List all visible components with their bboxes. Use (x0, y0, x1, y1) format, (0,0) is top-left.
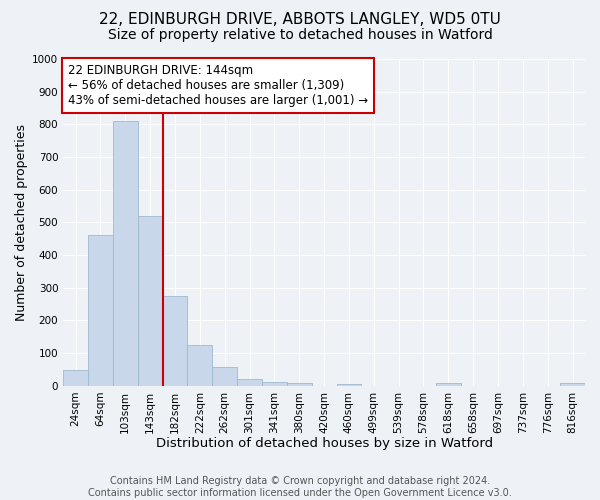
Bar (63, 370, 88, 386)
Bar (287, 382, 311, 386)
X-axis label: Distribution of detached houses by size in Watford: Distribution of detached houses by size … (155, 437, 493, 450)
Bar (237, 378, 262, 386)
Text: Contains HM Land Registry data © Crown copyright and database right 2024.
Contai: Contains HM Land Registry data © Crown c… (88, 476, 512, 498)
Bar (113, 121, 138, 386)
Bar (337, 384, 361, 386)
Bar (88, 236, 113, 386)
Text: 22, EDINBURGH DRIVE, ABBOTS LANGLEY, WD5 0TU: 22, EDINBURGH DRIVE, ABBOTS LANGLEY, WD5… (99, 12, 501, 28)
Bar (560, 382, 585, 386)
Bar (212, 367, 237, 386)
Text: Size of property relative to detached houses in Watford: Size of property relative to detached ho… (107, 28, 493, 42)
Bar (262, 382, 287, 386)
Y-axis label: Number of detached properties: Number of detached properties (15, 124, 28, 321)
Bar (187, 345, 212, 386)
Bar (436, 382, 461, 386)
Text: 22 EDINBURGH DRIVE: 144sqm
← 56% of detached houses are smaller (1,309)
43% of s: 22 EDINBURGH DRIVE: 144sqm ← 56% of deta… (68, 64, 368, 107)
Bar (138, 216, 163, 386)
Bar (163, 296, 187, 386)
